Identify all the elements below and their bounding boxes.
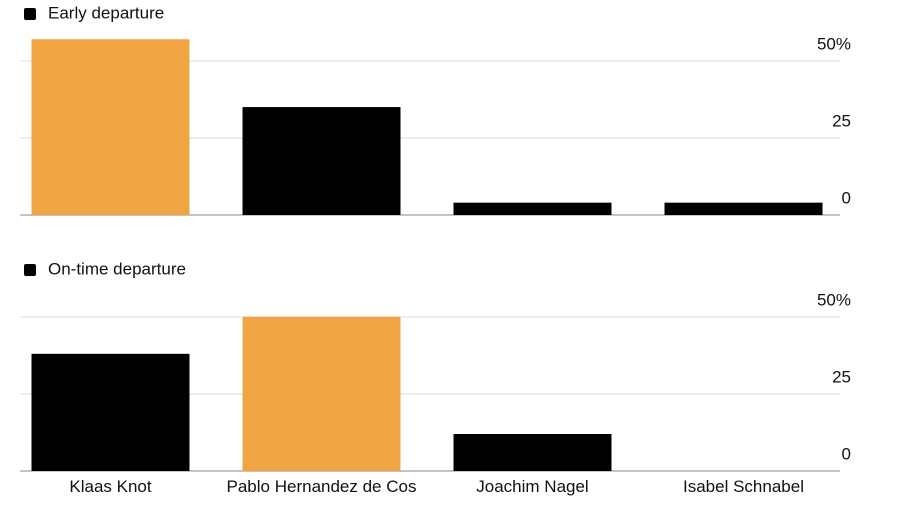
y-tick-label: 50%: [817, 34, 851, 53]
legend-label: Early departure: [48, 3, 164, 22]
legend-swatch: [24, 8, 36, 20]
y-tick-label: 25: [832, 111, 851, 130]
bar: [242, 107, 401, 215]
x-tick-label: Pablo Hernandez de Cos: [226, 477, 417, 496]
y-tick-label: 50%: [817, 290, 851, 309]
bar: [453, 202, 612, 215]
y-tick-label: 0: [842, 188, 851, 207]
legend-swatch: [24, 264, 36, 276]
y-tick-label: 25: [832, 367, 851, 386]
bar: [453, 434, 612, 471]
bar: [31, 39, 190, 215]
bar: [664, 202, 823, 215]
x-tick-label: Joachim Nagel: [476, 477, 589, 496]
x-tick-label: Isabel Schnabel: [683, 477, 804, 496]
bar: [242, 316, 401, 471]
y-tick-label: 0: [842, 444, 851, 463]
legend-label: On-time departure: [48, 259, 186, 278]
x-tick-label: Klaas Knot: [69, 477, 152, 496]
bar: [31, 353, 190, 471]
